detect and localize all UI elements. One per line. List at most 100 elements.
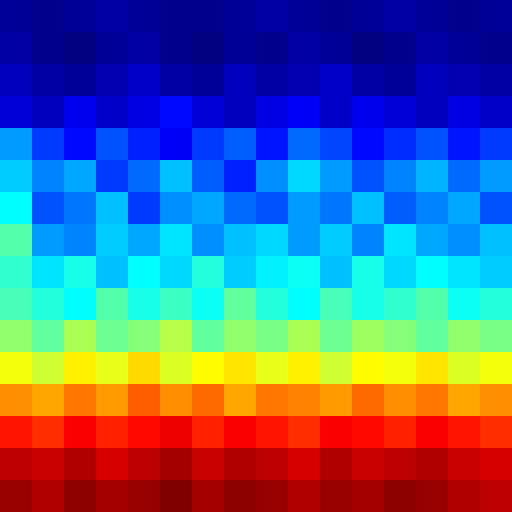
- heatmap-cell: [480, 416, 512, 449]
- heatmap-cell: [480, 96, 512, 129]
- heatmap-cell: [256, 320, 289, 353]
- heatmap-cell: [224, 480, 257, 512]
- heatmap-cell: [32, 64, 65, 97]
- heatmap-cell: [96, 384, 129, 417]
- heatmap-cells: [0, 0, 512, 512]
- heatmap-cell: [224, 64, 257, 97]
- heatmap-cell: [160, 320, 193, 353]
- heatmap-cell: [32, 192, 65, 225]
- heatmap-cell: [224, 32, 257, 65]
- heatmap-cell: [288, 32, 321, 65]
- heatmap-cell: [192, 64, 225, 97]
- heatmap-cell: [64, 224, 97, 257]
- heatmap-cell: [32, 320, 65, 353]
- heatmap-cell: [0, 128, 33, 161]
- heatmap-cell: [0, 256, 33, 289]
- heatmap-cell: [96, 128, 129, 161]
- heatmap-cell: [64, 96, 97, 129]
- heatmap-cell: [448, 288, 481, 321]
- heatmap-cell: [128, 64, 161, 97]
- heatmap-cell: [96, 0, 129, 33]
- heatmap-cell: [224, 352, 257, 385]
- heatmap-cell: [64, 0, 97, 33]
- heatmap-cell: [96, 64, 129, 97]
- heatmap-cell: [224, 416, 257, 449]
- heatmap-cell: [256, 0, 289, 33]
- heatmap-cell: [64, 384, 97, 417]
- heatmap-cell: [96, 352, 129, 385]
- heatmap-cell: [160, 160, 193, 193]
- heatmap-cell: [128, 128, 161, 161]
- heatmap-cell: [0, 448, 33, 481]
- heatmap-cell: [384, 224, 417, 257]
- heatmap-cell: [480, 128, 512, 161]
- heatmap-cell: [480, 160, 512, 193]
- heatmap-cell: [96, 256, 129, 289]
- heatmap-cell: [128, 416, 161, 449]
- heatmap-cell: [320, 320, 353, 353]
- heatmap-cell: [352, 96, 385, 129]
- heatmap-cell: [320, 480, 353, 512]
- heatmap-cell: [416, 288, 449, 321]
- heatmap-cell: [64, 192, 97, 225]
- heatmap-cell: [96, 416, 129, 449]
- heatmap-cell: [128, 384, 161, 417]
- heatmap-cell: [448, 96, 481, 129]
- heatmap-cell: [256, 352, 289, 385]
- heatmap-cell: [256, 32, 289, 65]
- heatmap-cell: [288, 384, 321, 417]
- heatmap-cell: [480, 0, 512, 33]
- heatmap-cell: [32, 256, 65, 289]
- heatmap-cell: [160, 288, 193, 321]
- heatmap-cell: [32, 384, 65, 417]
- heatmap-cell: [256, 224, 289, 257]
- heatmap-cell: [256, 256, 289, 289]
- heatmap-cell: [448, 224, 481, 257]
- heatmap-cell: [320, 160, 353, 193]
- heatmap-cell: [416, 96, 449, 129]
- heatmap-cell: [32, 96, 65, 129]
- heatmap-cell: [160, 256, 193, 289]
- heatmap-cell: [64, 128, 97, 161]
- heatmap-cell: [0, 32, 33, 65]
- heatmap-cell: [96, 480, 129, 512]
- heatmap-cell: [352, 448, 385, 481]
- heatmap-cell: [352, 352, 385, 385]
- heatmap-cell: [256, 480, 289, 512]
- heatmap-cell: [352, 128, 385, 161]
- heatmap-cell: [480, 32, 512, 65]
- heatmap-cell: [32, 288, 65, 321]
- heatmap-cell: [352, 416, 385, 449]
- heatmap-cell: [288, 224, 321, 257]
- heatmap-cell: [0, 160, 33, 193]
- heatmap-cell: [128, 480, 161, 512]
- heatmap-cell: [192, 448, 225, 481]
- heatmap-cell: [192, 416, 225, 449]
- heatmap-cell: [384, 0, 417, 33]
- heatmap-cell: [192, 288, 225, 321]
- heatmap-cell: [352, 160, 385, 193]
- heatmap-cell: [320, 96, 353, 129]
- heatmap-cell: [160, 224, 193, 257]
- heatmap-cell: [192, 192, 225, 225]
- heatmap-cell: [160, 448, 193, 481]
- heatmap-cell: [320, 256, 353, 289]
- heatmap-cell: [288, 448, 321, 481]
- heatmap-cell: [128, 448, 161, 481]
- heatmap-cell: [224, 256, 257, 289]
- heatmap-cell: [416, 448, 449, 481]
- heatmap-cell: [288, 96, 321, 129]
- heatmap-cell: [224, 224, 257, 257]
- heatmap-cell: [224, 0, 257, 33]
- heatmap-cell: [192, 384, 225, 417]
- heatmap-cell: [288, 128, 321, 161]
- heatmap-cell: [224, 320, 257, 353]
- heatmap-cell: [480, 352, 512, 385]
- heatmap-cell: [160, 352, 193, 385]
- heatmap-cell: [224, 192, 257, 225]
- heatmap-cell: [384, 288, 417, 321]
- heatmap-cell: [160, 416, 193, 449]
- heatmap-cell: [384, 448, 417, 481]
- heatmap-cell: [384, 352, 417, 385]
- heatmap-cell: [192, 256, 225, 289]
